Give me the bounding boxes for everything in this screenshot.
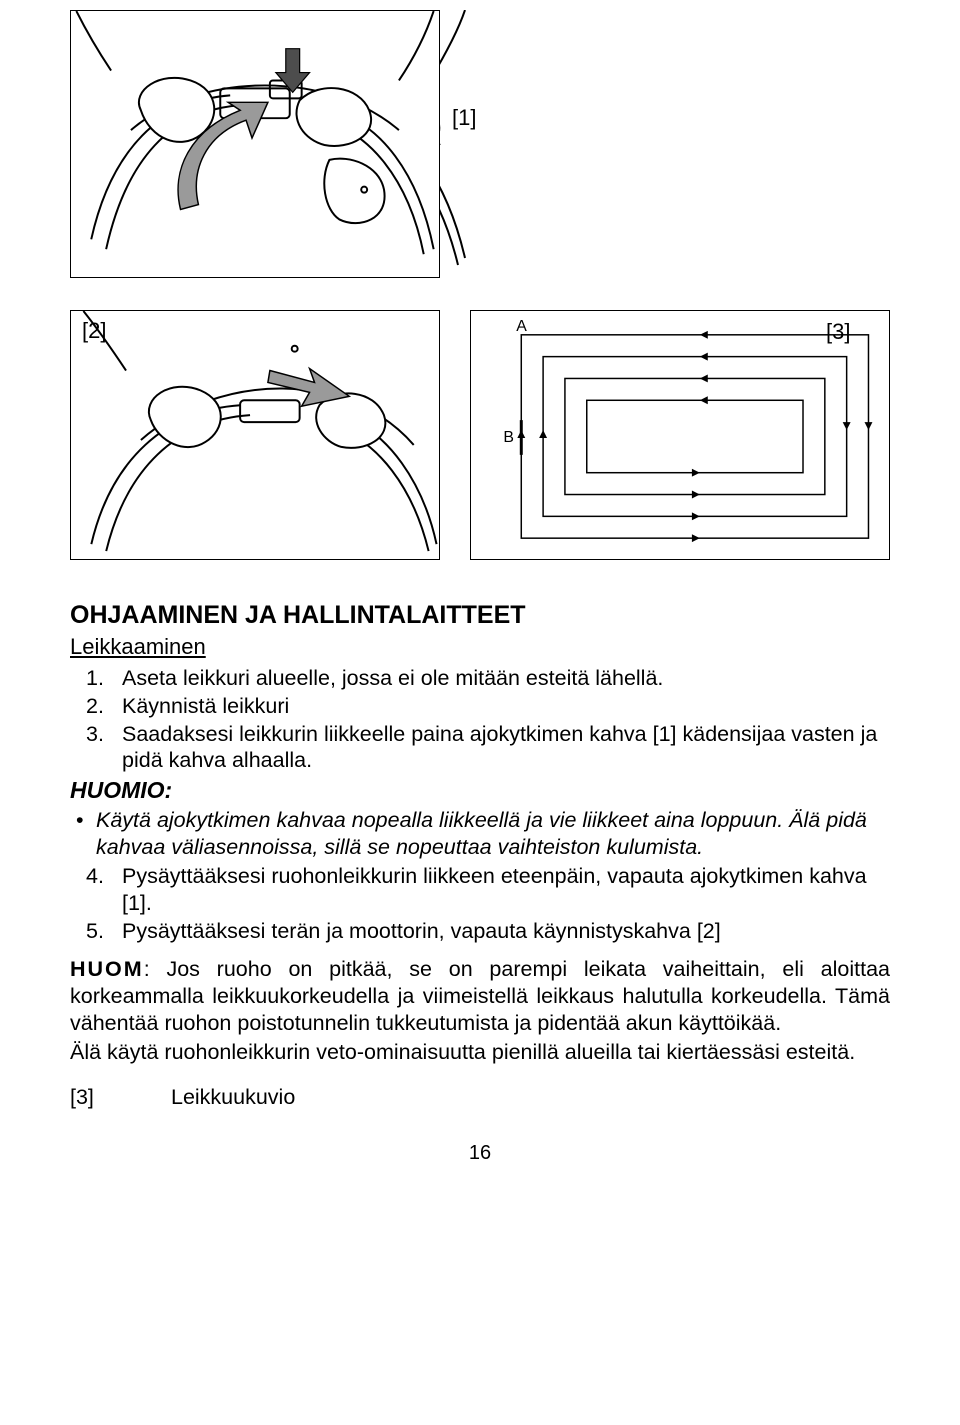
note-paragraph: HUOM: Jos ruoho on pitkää, se on parempi… <box>70 956 890 1037</box>
list-number: 3. <box>86 721 104 748</box>
page-heading: OHJAAMINEN JA HALLINTALAITTEET <box>70 600 890 631</box>
notice-bullet: Käytä ajokytkimen kahvaa nopealla liikke… <box>82 807 890 861</box>
list-text: Aseta leikkuri alueelle, jossa ei ole mi… <box>122 666 663 690</box>
reference-line: [3] Leikkuukuvio <box>70 1084 890 1111</box>
page-container: [1] <box>0 0 960 1196</box>
list-item: 1. Aseta leikkuri alueelle, jossa ei ole… <box>122 665 890 692</box>
list-number: 1. <box>86 665 104 692</box>
list-item: 2. Käynnistä leikkuri <box>122 693 890 720</box>
ordered-list-1: 1. Aseta leikkuri alueelle, jossa ei ole… <box>70 665 890 775</box>
reference-text: Leikkuukuvio <box>171 1085 295 1109</box>
list-text: Pysäyttääksesi ruohonleikkurin liikkeen … <box>122 864 867 915</box>
figure-3-label-B: B <box>503 429 514 446</box>
list-text: Saadaksesi leikkurin liikkeelle paina aj… <box>122 722 877 773</box>
list-number: 2. <box>86 693 104 720</box>
list-text: Käynnistä leikkuri <box>122 694 289 718</box>
list-item: 4. Pysäyttääksesi ruohonleikkurin liikke… <box>122 863 890 917</box>
figure-row-mid: [2] <box>70 310 890 570</box>
page-number: 16 <box>70 1141 890 1166</box>
note-text: : Jos ruoho on pitkää, se on parempi lei… <box>70 957 890 1035</box>
figure-3-label-A: A <box>516 318 527 335</box>
page-subheading: Leikkaaminen <box>70 633 890 661</box>
figure-1-box <box>70 10 440 278</box>
notice-block: Käytä ajokytkimen kahvaa nopealla liikke… <box>70 807 890 861</box>
list-item: 3. Saadaksesi leikkurin liikkeelle paina… <box>122 721 890 775</box>
figure-2-label: [2] <box>82 318 106 344</box>
figure-3-box: [3] <box>470 310 890 560</box>
figure-row-top: [1] <box>70 10 890 300</box>
list-number: 4. <box>86 863 104 890</box>
figure-1-illustration <box>71 11 439 277</box>
list-number: 5. <box>86 918 104 945</box>
text-content: OHJAAMINEN JA HALLINTALAITTEET Leikkaami… <box>70 600 890 1166</box>
list-text: Pysäyttääksesi terän ja moottorin, vapau… <box>122 919 721 943</box>
figure-1-label: [1] <box>452 105 476 131</box>
figure-2-box <box>70 310 440 560</box>
figure-2-illustration <box>71 311 439 559</box>
list-item: 5. Pysäyttääksesi terän ja moottorin, va… <box>122 918 890 945</box>
note-label: HUOM <box>70 957 144 981</box>
notice-label: HUOMIO: <box>70 776 890 805</box>
ordered-list-2: 4. Pysäyttääksesi ruohonleikkurin liikke… <box>70 863 890 945</box>
reference-number: [3] <box>70 1084 165 1111</box>
note-paragraph-2: Älä käytä ruohonleikkurin veto-ominaisuu… <box>70 1039 890 1066</box>
figure-3-illustration: A B <box>471 311 889 559</box>
figure-3-label: [3] <box>826 319 850 345</box>
